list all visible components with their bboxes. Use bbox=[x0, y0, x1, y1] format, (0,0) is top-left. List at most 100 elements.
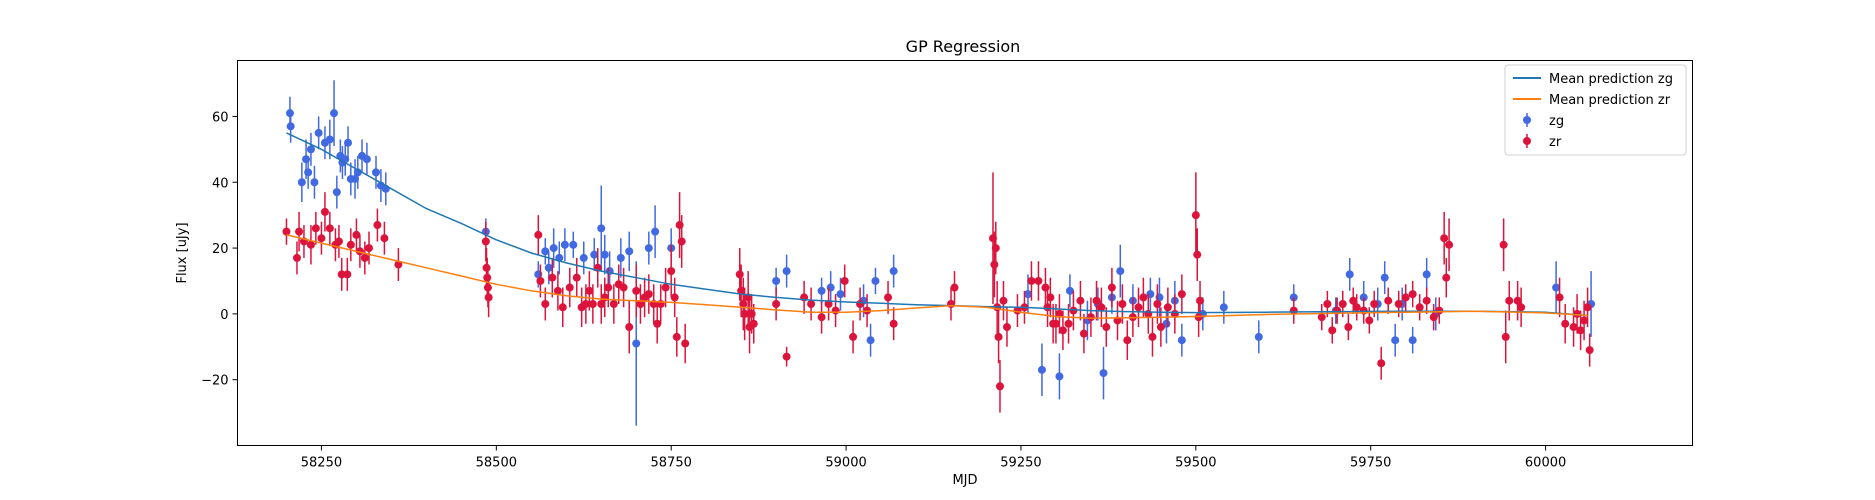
data-point-zg bbox=[579, 253, 588, 262]
data-point-zr bbox=[481, 237, 490, 246]
data-point-zg bbox=[616, 253, 625, 262]
data-point-zr bbox=[588, 300, 597, 309]
data-point-zg bbox=[569, 240, 578, 249]
data-point-zr bbox=[534, 230, 543, 239]
data-point-zg bbox=[304, 168, 313, 177]
data-point-zr bbox=[1569, 323, 1578, 332]
data-point-zr bbox=[558, 303, 567, 312]
data-point-zg bbox=[351, 174, 360, 183]
data-point-zr bbox=[1079, 329, 1088, 338]
data-point-zg bbox=[1408, 336, 1417, 345]
y-tick-label: 40 bbox=[212, 176, 229, 191]
data-point-zr bbox=[1442, 273, 1451, 282]
data-point-zr bbox=[1191, 211, 1200, 220]
data-point-zg bbox=[1055, 372, 1064, 381]
data-point-zr bbox=[581, 300, 590, 309]
data-point-zr bbox=[667, 267, 676, 276]
data-point-zr bbox=[604, 283, 613, 292]
data-point-zr bbox=[740, 309, 749, 318]
data-point-zr bbox=[735, 270, 744, 279]
data-point-zr bbox=[672, 332, 681, 341]
data-point-zr bbox=[597, 300, 606, 309]
data-point-zg bbox=[1023, 290, 1032, 299]
data-point-zg bbox=[1552, 283, 1561, 292]
data-point-zr bbox=[1576, 326, 1585, 335]
data-point-zr bbox=[548, 273, 557, 282]
data-point-zr bbox=[831, 306, 840, 315]
plot-frame bbox=[237, 60, 1693, 446]
data-point-zr bbox=[681, 339, 690, 348]
x-tick-label: 60000 bbox=[1525, 456, 1566, 471]
data-point-zr bbox=[1058, 326, 1067, 335]
data-point-zg bbox=[344, 138, 353, 147]
data-point-zr bbox=[1445, 240, 1454, 249]
data-point-zr bbox=[306, 240, 315, 249]
data-point-zr bbox=[625, 323, 634, 332]
data-point-zg bbox=[1219, 303, 1228, 312]
data-point-zr bbox=[1034, 276, 1043, 285]
data-point-zr bbox=[585, 286, 594, 295]
data-point-zg bbox=[362, 155, 371, 164]
data-point-zr bbox=[292, 253, 301, 262]
data-point-zr bbox=[1580, 316, 1589, 325]
data-point-zr bbox=[1051, 319, 1060, 328]
data-point-zr bbox=[1513, 296, 1522, 305]
data-point-zr bbox=[1370, 300, 1379, 309]
x-tick-label: 59000 bbox=[825, 456, 866, 471]
data-point-zr bbox=[1585, 346, 1594, 355]
data-point-zr bbox=[1002, 323, 1011, 332]
data-point-zr bbox=[317, 234, 326, 243]
data-point-zr bbox=[380, 234, 389, 243]
data-point-zg bbox=[297, 178, 306, 187]
data-point-zr bbox=[782, 352, 791, 361]
data-point-zg bbox=[1380, 273, 1389, 282]
data-point-zr bbox=[282, 227, 291, 236]
y-axis-label: Flux [uJy] bbox=[175, 222, 190, 283]
data-point-zr bbox=[1440, 234, 1449, 243]
data-point-zr bbox=[632, 286, 641, 295]
data-point-zr bbox=[807, 300, 816, 309]
data-point-zr bbox=[1501, 332, 1510, 341]
data-point-zr bbox=[1349, 296, 1358, 305]
data-point-zg bbox=[597, 224, 606, 233]
data-point-zg bbox=[772, 276, 781, 285]
data-point-zr bbox=[1046, 293, 1055, 302]
data-point-zr bbox=[1338, 300, 1347, 309]
data-point-zg bbox=[549, 244, 558, 253]
data-point-zg bbox=[1422, 270, 1431, 279]
data-point-zr bbox=[1069, 306, 1078, 315]
data-point-zr bbox=[1394, 300, 1403, 309]
x-axis: 58250 58500 58750 59000 59250 59500 59750 60000 bbox=[301, 445, 1566, 471]
data-point-zr bbox=[1118, 300, 1127, 309]
data-point-zg bbox=[286, 122, 295, 131]
data-point-zr bbox=[1517, 303, 1526, 312]
x-tick-label: 58250 bbox=[301, 456, 342, 471]
data-point-zg bbox=[372, 168, 381, 177]
data-point-zg bbox=[817, 286, 826, 295]
data-point-zr bbox=[677, 237, 686, 246]
data-point-zr bbox=[1163, 303, 1172, 312]
x-tick-label: 59500 bbox=[1175, 456, 1216, 471]
data-point-zr bbox=[889, 319, 898, 328]
data-point-zr bbox=[1328, 326, 1337, 335]
data-point-zg bbox=[1116, 267, 1125, 276]
data-point-zr bbox=[1196, 296, 1205, 305]
data-point-zr bbox=[346, 240, 355, 249]
data-point-zr bbox=[884, 293, 893, 302]
data-point-zr bbox=[1317, 313, 1326, 322]
data-point-zr bbox=[636, 300, 645, 309]
data-point-zr bbox=[856, 300, 865, 309]
data-point-zr bbox=[849, 332, 858, 341]
data-point-zr bbox=[1555, 293, 1564, 302]
data-point-zg bbox=[1345, 270, 1354, 279]
legend: Mean prediction zg Mean prediction zr zg zr bbox=[1504, 64, 1687, 156]
data-point-zr bbox=[334, 237, 343, 246]
data-point-zr bbox=[1148, 332, 1157, 341]
data-point-zg bbox=[310, 178, 319, 187]
data-point-zg bbox=[590, 250, 599, 259]
data-point-zr bbox=[1422, 296, 1431, 305]
data-point-zr bbox=[1344, 323, 1353, 332]
data-point-zr bbox=[394, 260, 403, 269]
data-point-zr bbox=[661, 283, 670, 292]
